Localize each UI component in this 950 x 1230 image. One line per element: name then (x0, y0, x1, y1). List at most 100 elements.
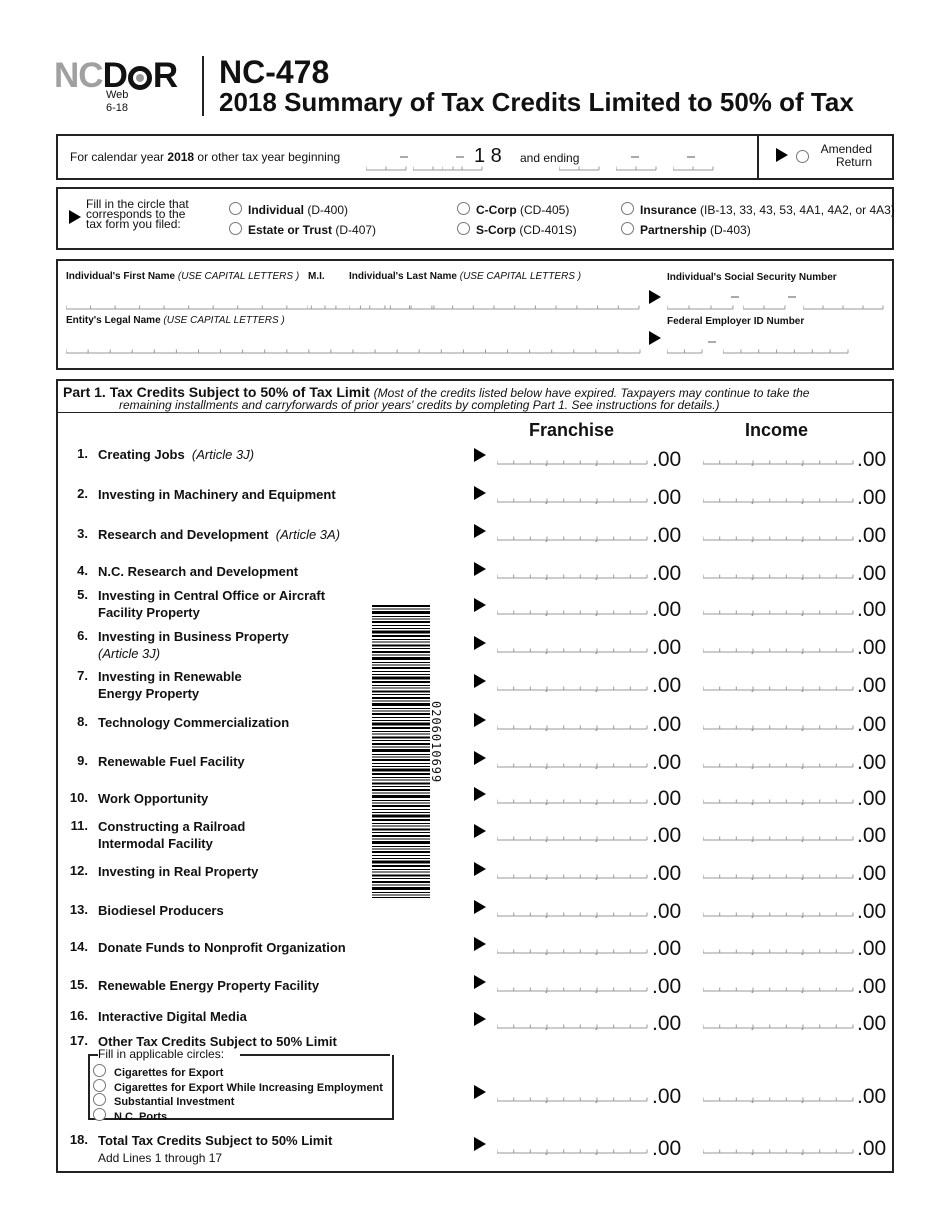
barcode-bar (372, 635, 430, 637)
radio-button[interactable] (229, 202, 242, 215)
franchise-field[interactable] (497, 1022, 649, 1030)
date-field[interactable] (616, 164, 658, 172)
franchise-field[interactable] (497, 910, 649, 918)
franchise-field[interactable] (497, 684, 649, 692)
mi-field[interactable] (307, 303, 327, 311)
franchise-field[interactable] (497, 834, 649, 842)
franchise-field[interactable] (497, 761, 649, 769)
barcode-bar (372, 846, 430, 847)
barcode-bar (372, 858, 430, 859)
cents-label: .00 (652, 937, 682, 960)
line-number: 12. (69, 863, 88, 878)
arrow-icon (474, 975, 486, 989)
income-field[interactable] (703, 458, 855, 466)
date-field[interactable] (673, 164, 715, 172)
date-field[interactable] (442, 164, 484, 172)
income-field[interactable] (703, 1022, 855, 1030)
form-type-option[interactable]: Insurance (IB-13, 33, 43, 53, 4A1, 4A2, … (621, 202, 895, 217)
ssn-field[interactable] (667, 303, 735, 311)
income-field[interactable] (703, 608, 855, 616)
form-type-option[interactable]: Estate or Trust (D-407) (229, 222, 376, 237)
cents-label: .00 (857, 862, 887, 885)
franchise-field[interactable] (497, 1095, 649, 1103)
barcode-bar (372, 667, 430, 669)
cents-label: .00 (652, 751, 682, 774)
franchise-field[interactable] (497, 1147, 649, 1155)
radio-button[interactable] (93, 1107, 106, 1121)
line17-option[interactable]: Substantial Investment (93, 1093, 234, 1108)
barcode (372, 605, 430, 898)
line-label: Constructing a Railroad Intermodal Facili… (98, 819, 246, 851)
income-field[interactable] (703, 797, 855, 805)
radio-button[interactable] (93, 1078, 106, 1092)
franchise-field[interactable] (497, 797, 649, 805)
last-name-field[interactable] (349, 303, 641, 311)
franchise-field[interactable] (497, 572, 649, 580)
separator-dash (400, 156, 408, 158)
line-label: Investing in Business Property (Article 3… (98, 629, 289, 661)
separator-dash (631, 156, 639, 158)
arrow-icon (474, 937, 486, 951)
fein-field[interactable] (667, 347, 704, 355)
date-field[interactable] (559, 164, 601, 172)
ssn-field[interactable] (743, 303, 787, 311)
date-field[interactable] (366, 164, 408, 172)
fein-field[interactable] (723, 347, 850, 355)
form-type-option[interactable]: Individual (D-400) (229, 202, 348, 217)
cents-label: .00 (857, 900, 887, 923)
line17-option[interactable]: Cigarettes for Export (93, 1064, 223, 1079)
income-field[interactable] (703, 910, 855, 918)
income-field[interactable] (703, 684, 855, 692)
line-number: 15. (69, 977, 88, 992)
franchise-field[interactable] (497, 723, 649, 731)
franchise-field[interactable] (497, 608, 649, 616)
line17-option[interactable]: N.C. Ports (93, 1107, 167, 1123)
radio-button[interactable] (93, 1064, 106, 1077)
franchise-field[interactable] (497, 496, 649, 504)
cents-label: .00 (857, 937, 887, 960)
income-field[interactable] (703, 646, 855, 654)
radio-button[interactable] (457, 222, 470, 235)
income-field[interactable] (703, 947, 855, 955)
barcode-bar (372, 740, 430, 741)
cents-label: .00 (652, 674, 682, 697)
ssn-field[interactable] (803, 303, 885, 311)
franchise-field[interactable] (497, 646, 649, 654)
franchise-field[interactable] (497, 458, 649, 466)
radio-button[interactable] (93, 1093, 106, 1106)
franchise-field[interactable] (497, 872, 649, 880)
barcode-bar (372, 717, 430, 718)
income-field[interactable] (703, 1147, 855, 1155)
radio-button[interactable] (457, 202, 470, 215)
entity-name-field[interactable] (66, 347, 642, 355)
radio-button[interactable] (229, 222, 242, 235)
line-number: 16. (69, 1008, 88, 1023)
income-field[interactable] (703, 496, 855, 504)
income-field[interactable] (703, 761, 855, 769)
radio-button[interactable] (621, 222, 634, 235)
barcode-bar (372, 789, 430, 791)
amended-radio[interactable] (796, 150, 809, 163)
radio-button[interactable] (621, 202, 634, 215)
cents-label: .00 (652, 787, 682, 810)
franchise-field[interactable] (497, 947, 649, 955)
income-field[interactable] (703, 572, 855, 580)
barcode-bar (372, 825, 430, 827)
arrow-icon (474, 824, 486, 838)
franchise-field[interactable] (497, 534, 649, 542)
income-field[interactable] (703, 723, 855, 731)
franchise-field[interactable] (497, 985, 649, 993)
income-field[interactable] (703, 985, 855, 993)
form-type-option[interactable]: S-Corp (CD-401S) (457, 222, 577, 237)
form-type-option[interactable]: C-Corp (CD-405) (457, 202, 569, 217)
income-field[interactable] (703, 1095, 855, 1103)
year-digits: 1 8 (474, 145, 502, 167)
income-field[interactable] (703, 834, 855, 842)
line17-option[interactable]: Cigarettes for Export While Increasing E… (93, 1078, 383, 1094)
form-type-option[interactable]: Partnership (D-403) (621, 222, 751, 237)
income-field[interactable] (703, 872, 855, 880)
line-label: Donate Funds to Nonprofit Organization (98, 940, 346, 955)
income-field[interactable] (703, 534, 855, 542)
last-name-label: Individual's Last Name (USE CAPITAL LETT… (349, 271, 582, 282)
barcode-bar (372, 674, 430, 675)
